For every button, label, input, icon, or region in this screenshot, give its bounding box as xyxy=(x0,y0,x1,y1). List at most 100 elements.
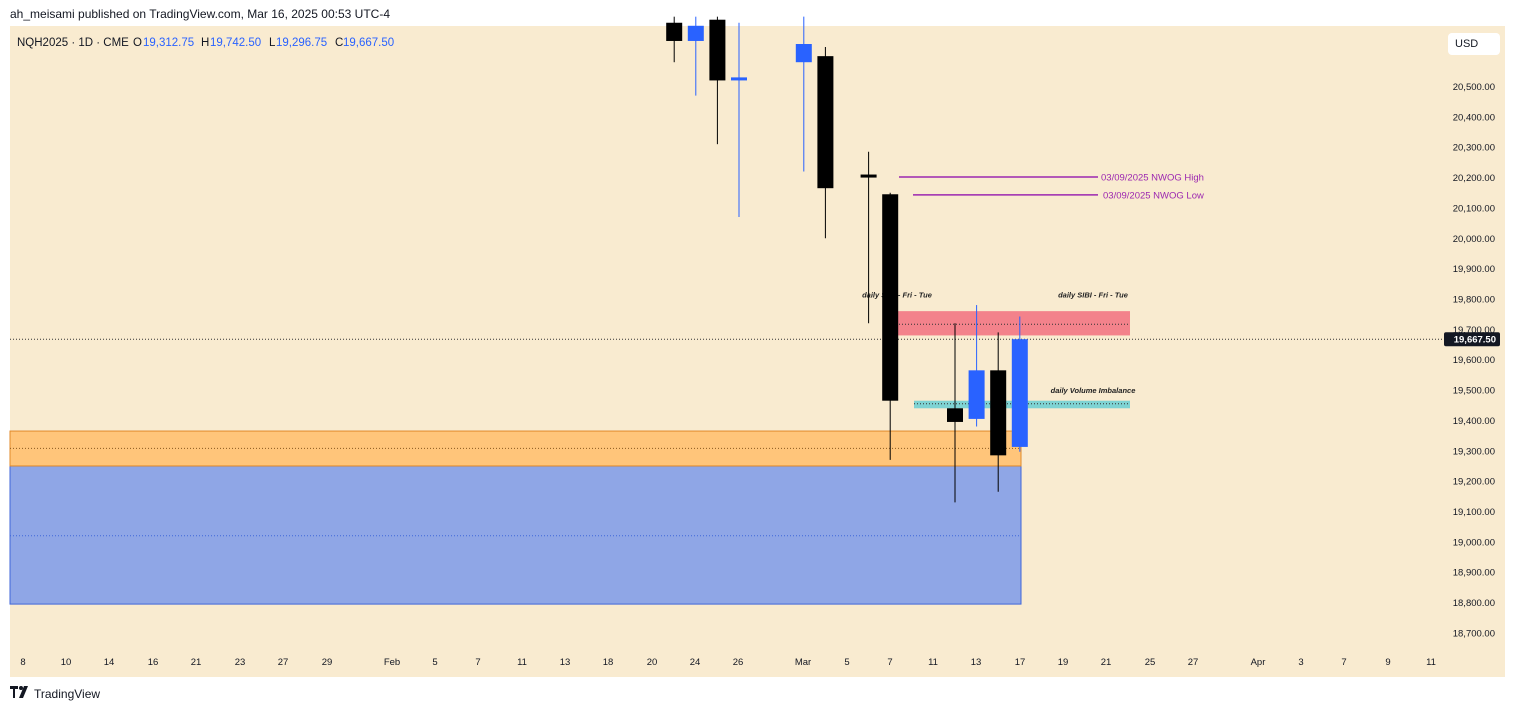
candle-body xyxy=(860,174,877,178)
legend-low-value: 19,296.75 xyxy=(276,37,327,49)
time-tick-label: 11 xyxy=(928,657,938,668)
last-price-badge-label: 19,667.50 xyxy=(1454,335,1496,346)
price-tick-label: 20,300.00 xyxy=(1453,143,1495,154)
time-tick-label: 14 xyxy=(104,657,115,668)
time-tick-label: 19 xyxy=(1058,657,1069,668)
time-tick-label: 16 xyxy=(148,657,159,668)
publisher-header: ah_meisami published on TradingView.com,… xyxy=(10,7,390,21)
legend-open-label: O xyxy=(133,37,142,49)
time-tick-label: 26 xyxy=(733,657,744,668)
time-tick-label: Mar xyxy=(795,657,811,668)
price-tick-label: 19,200.00 xyxy=(1453,477,1495,488)
price-tick-label: 20,400.00 xyxy=(1453,112,1495,123)
time-axis: 8 10 14 16 21 23 27 29 Feb 5 7 11 13 18 20 24 26 Mar 5 7 11 1… xyxy=(20,657,1436,668)
candle xyxy=(947,323,963,503)
legend-close-value: 19,667.50 xyxy=(343,37,394,49)
candle xyxy=(882,192,899,460)
time-tick-label: 7 xyxy=(475,657,480,668)
candle-body xyxy=(731,77,747,81)
candle-body xyxy=(666,22,683,41)
sibi-zone xyxy=(890,311,1130,336)
time-tick-label: 13 xyxy=(560,657,571,668)
candle xyxy=(968,305,985,427)
legend-open-value: 19,312.75 xyxy=(143,37,194,49)
last-price-badge xyxy=(1444,332,1500,347)
time-tick-label: 20 xyxy=(647,657,658,668)
time-tick-label: Apr xyxy=(1251,657,1266,668)
time-tick-label: 7 xyxy=(887,657,892,668)
candle-body xyxy=(795,44,812,63)
footer: TradingView xyxy=(10,686,100,701)
candle-body xyxy=(709,19,726,81)
symbol-legend: NQH2025 · 1D · CME O 19,312.75 H 19,742.… xyxy=(17,37,394,49)
price-tick-label: 20,200.00 xyxy=(1453,173,1495,184)
time-tick-label: 21 xyxy=(191,657,202,668)
time-tick-label: 27 xyxy=(1188,657,1199,668)
price-tick-label: 19,900.00 xyxy=(1453,264,1495,275)
time-tick-label: 9 xyxy=(1385,657,1390,668)
price-tick-label: 20,100.00 xyxy=(1453,203,1495,214)
price-tick-label: 19,600.00 xyxy=(1453,355,1495,366)
candle xyxy=(817,47,834,239)
candle xyxy=(666,16,683,63)
price-tick-label: 19,500.00 xyxy=(1453,386,1495,397)
price-tick-label: 20,500.00 xyxy=(1453,82,1495,93)
price-tick-label: 19,800.00 xyxy=(1453,294,1495,305)
time-tick-label: 5 xyxy=(844,657,849,668)
blue-zone xyxy=(9,465,1022,605)
footer-brand: TradingView xyxy=(34,686,101,701)
time-tick-label: 23 xyxy=(235,657,246,668)
time-tick-label: 18 xyxy=(603,657,614,668)
price-tick-label: 19,100.00 xyxy=(1453,507,1495,518)
candle-body xyxy=(968,370,985,419)
candle-body xyxy=(882,194,899,401)
price-tick-label: 19,700.00 xyxy=(1453,325,1495,336)
time-tick-label: 17 xyxy=(1015,657,1026,668)
time-tick-label: 25 xyxy=(1145,657,1156,668)
price-tick-label: 19,300.00 xyxy=(1453,446,1495,457)
legend-high-label: H xyxy=(201,37,209,49)
time-tick-label: 21 xyxy=(1101,657,1112,668)
time-tick-label: 5 xyxy=(432,657,437,668)
lines-layer: 03/09/2025 NWOG High 03/09/2025 NWOG Low xyxy=(10,172,1442,340)
candle xyxy=(1011,316,1028,452)
tradingview-logo-icon xyxy=(10,686,30,701)
legend-close-label: C xyxy=(335,37,343,49)
legend-high-value: 19,742.50 xyxy=(210,37,261,49)
price-axis: 18,700.00 18,800.00 18,900.00 19,000.00 19,1… xyxy=(1444,82,1500,639)
candle-body xyxy=(990,370,1007,456)
zone-annotation-2: daily Volume Imbalance xyxy=(1051,386,1136,395)
legend-symbol: NQH2025 · 1D · CME xyxy=(17,37,129,49)
nwog-low-label: 03/09/2025 NWOG Low xyxy=(1103,190,1204,201)
price-tick-label: 18,800.00 xyxy=(1453,598,1495,609)
zone-annotation-1: daily SIBI - Fri - Tue xyxy=(1058,290,1128,299)
orange-zone xyxy=(9,430,1022,467)
candle xyxy=(860,151,877,324)
candle-body xyxy=(1011,339,1028,447)
candle xyxy=(709,16,726,145)
time-tick-label: 3 xyxy=(1298,657,1303,668)
time-tick-label: 27 xyxy=(278,657,289,668)
legend-low-label: L xyxy=(269,37,276,49)
price-tick-label: 18,700.00 xyxy=(1453,628,1495,639)
time-tick-label: 10 xyxy=(61,657,72,668)
candle xyxy=(731,22,747,218)
nwog-high-label: 03/09/2025 NWOG High xyxy=(1101,172,1204,183)
time-tick-label: Feb xyxy=(384,657,400,668)
candles-layer xyxy=(666,16,1028,503)
candle-body xyxy=(817,56,834,189)
time-tick-label: 29 xyxy=(322,657,333,668)
price-tick-label: 18,900.00 xyxy=(1453,568,1495,579)
price-tick-label: 19,400.00 xyxy=(1453,416,1495,427)
time-tick-label: 8 xyxy=(20,657,25,668)
time-tick-label: 13 xyxy=(971,657,982,668)
candle-body xyxy=(947,408,963,422)
candle xyxy=(795,16,812,172)
time-tick-label: 11 xyxy=(517,657,527,668)
candle xyxy=(990,332,1007,492)
currency-button[interactable]: USD xyxy=(1448,33,1500,55)
price-tick-label: 19,000.00 xyxy=(1453,537,1495,548)
candle xyxy=(687,16,704,96)
